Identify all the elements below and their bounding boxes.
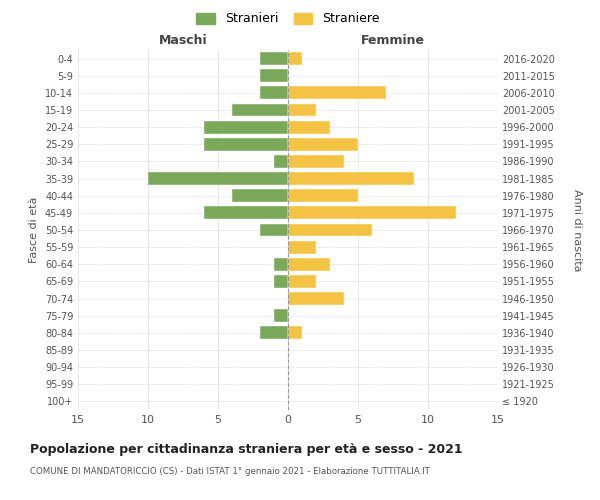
Bar	[288, 155, 344, 168]
Bar	[274, 258, 288, 270]
Bar	[288, 138, 358, 150]
Bar	[288, 104, 316, 117]
Y-axis label: Fasce di età: Fasce di età	[29, 197, 39, 263]
Bar	[204, 206, 288, 220]
Bar	[232, 190, 288, 202]
Text: Femmine: Femmine	[361, 34, 425, 46]
Text: COMUNE DI MANDATORICCIO (CS) - Dati ISTAT 1° gennaio 2021 - Elaborazione TUTTITA: COMUNE DI MANDATORICCIO (CS) - Dati ISTA…	[30, 468, 430, 476]
Bar	[148, 172, 288, 185]
Bar	[260, 224, 288, 236]
Bar	[232, 104, 288, 117]
Text: Popolazione per cittadinanza straniera per età e sesso - 2021: Popolazione per cittadinanza straniera p…	[30, 442, 463, 456]
Bar	[288, 326, 302, 340]
Bar	[260, 86, 288, 100]
Bar	[204, 120, 288, 134]
Bar	[260, 326, 288, 340]
Bar	[288, 224, 372, 236]
Bar	[288, 172, 414, 185]
Text: Maschi: Maschi	[158, 34, 208, 46]
Bar	[288, 86, 386, 100]
Y-axis label: Anni di nascita: Anni di nascita	[572, 188, 582, 271]
Bar	[288, 52, 302, 65]
Bar	[260, 52, 288, 65]
Bar	[274, 275, 288, 288]
Bar	[260, 70, 288, 82]
Bar	[288, 120, 330, 134]
Bar	[288, 258, 330, 270]
Bar	[204, 138, 288, 150]
Bar	[274, 155, 288, 168]
Bar	[274, 310, 288, 322]
Bar	[288, 292, 344, 305]
Bar	[288, 275, 316, 288]
Bar	[288, 240, 316, 254]
Bar	[288, 206, 456, 220]
Legend: Stranieri, Straniere: Stranieri, Straniere	[193, 8, 383, 29]
Bar	[288, 190, 358, 202]
